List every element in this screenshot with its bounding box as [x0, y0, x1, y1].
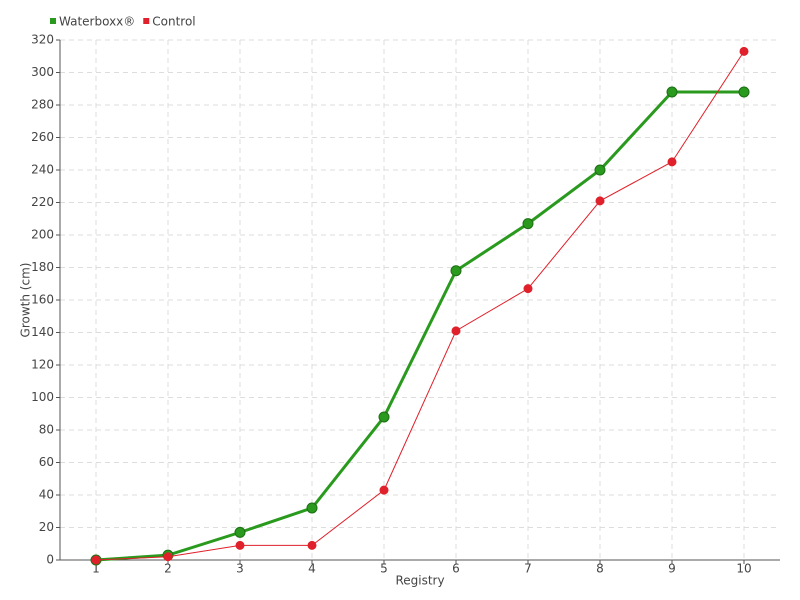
legend-swatch: [143, 18, 150, 24]
y-tick-label: 200: [31, 228, 54, 242]
y-tick-label: 80: [39, 423, 54, 437]
y-tick-label: 60: [39, 455, 54, 469]
y-tick-label: 160: [31, 293, 54, 307]
y-tick-label: 320: [31, 33, 54, 47]
x-tick-label: 7: [524, 562, 532, 576]
series-line: [95, 90, 744, 562]
x-tick-label: 9: [668, 562, 676, 576]
point: [163, 552, 173, 562]
y-tick-label: 280: [31, 98, 54, 112]
legend-swatch: [50, 18, 56, 24]
point: [235, 540, 245, 550]
point: [91, 555, 101, 565]
point: [667, 157, 677, 167]
x-tick-label: 3: [236, 562, 244, 576]
point: [379, 485, 389, 495]
point: [378, 411, 390, 423]
point: [666, 86, 678, 98]
y-tick-label: 240: [31, 163, 54, 177]
point: [738, 86, 750, 98]
x-tick-label: 8: [596, 562, 604, 576]
point: [595, 196, 605, 206]
y-tick-label: 0: [46, 553, 54, 567]
point: [234, 526, 246, 538]
y-tick-label: 20: [39, 520, 54, 534]
x-tick-label: 1: [92, 562, 100, 576]
y-tick-label: 140: [31, 325, 54, 339]
point: [451, 326, 461, 336]
x-tick-label: 2: [164, 562, 172, 576]
point: [739, 46, 749, 56]
x-tick-label: 5: [380, 562, 388, 576]
series-line: [95, 51, 745, 561]
x-tick-label: 4: [308, 562, 316, 576]
legend-label: Waterboxx®: [59, 15, 135, 29]
point: [450, 265, 462, 277]
x-tick-label: 6: [452, 562, 460, 576]
x-axis-label: Registry: [395, 574, 444, 588]
x-tick-label: 10: [736, 562, 751, 576]
y-tick-label: 40: [39, 488, 54, 502]
y-tick-label: 220: [31, 195, 54, 209]
point: [523, 284, 533, 294]
y-axis-label: Growth (cm): [19, 263, 33, 338]
y-tick-label: 300: [31, 65, 54, 79]
point: [306, 502, 318, 514]
point: [307, 540, 317, 550]
point: [594, 164, 606, 176]
y-tick-label: 120: [31, 358, 54, 372]
y-tick-label: 180: [31, 260, 54, 274]
y-tick-label: 260: [31, 130, 54, 144]
y-tick-label: 100: [31, 390, 54, 404]
legend-label: Control: [152, 15, 195, 29]
point: [522, 218, 534, 230]
